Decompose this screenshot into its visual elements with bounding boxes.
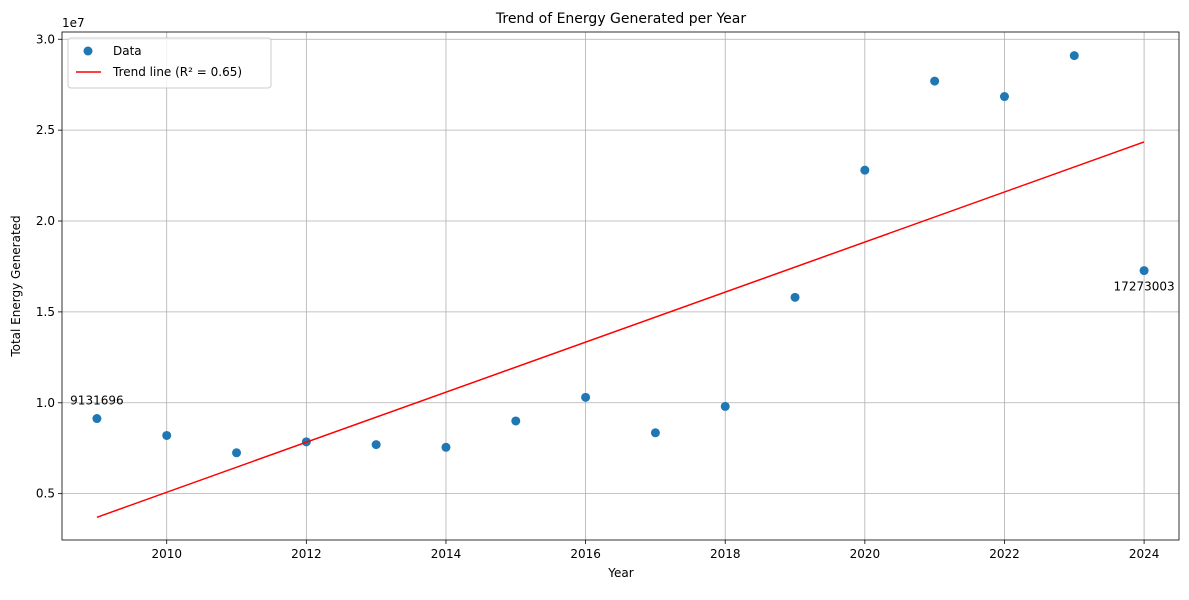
- x-tick-label: 2010: [151, 547, 182, 561]
- legend-data-swatch: [83, 46, 93, 56]
- data-point: [162, 430, 172, 440]
- x-axis-label: Year: [607, 566, 633, 580]
- y-offset-label: 1e7: [62, 16, 85, 30]
- data-point: [371, 440, 381, 450]
- data-point: [790, 292, 800, 302]
- legend-label: Trend line (R² = 0.65): [112, 65, 242, 79]
- y-tick-label: 0.5: [36, 487, 55, 501]
- y-axis-label: Total Energy Generated: [9, 215, 23, 357]
- data-point: [511, 416, 521, 426]
- x-tick-label: 2020: [850, 547, 881, 561]
- y-tick-label: 2.0: [36, 214, 55, 228]
- x-tick-label: 2022: [989, 547, 1020, 561]
- data-point: [232, 448, 242, 458]
- legend: Data Trend line (R² = 0.65): [67, 37, 272, 89]
- y-tick-label: 2.5: [36, 123, 55, 137]
- y-tick-label: 3.0: [36, 32, 55, 46]
- data-point: [720, 401, 730, 411]
- x-tick-label: 2014: [431, 547, 462, 561]
- x-tick-label: 2016: [570, 547, 601, 561]
- data-point: [860, 165, 870, 175]
- trend-line: [96, 141, 1145, 518]
- data-label: 9131696: [70, 394, 123, 408]
- x-tick-label: 2012: [291, 547, 322, 561]
- data-label: 17273003: [1114, 280, 1175, 294]
- data-point: [1069, 51, 1079, 61]
- x-tick-label: 2018: [710, 547, 741, 561]
- data-point: [92, 414, 102, 424]
- y-tick-label: 1.0: [36, 396, 55, 410]
- data-point: [650, 428, 660, 438]
- legend-box: [67, 37, 272, 89]
- y-tick-label: 1.5: [36, 305, 55, 319]
- chart-title: Trend of Energy Generated per Year: [495, 11, 746, 27]
- plot-frame: [61, 31, 1180, 541]
- data-point: [441, 442, 451, 452]
- data-point: [1139, 266, 1149, 276]
- data-point: [930, 76, 940, 86]
- data-point: [581, 392, 591, 402]
- plot-area: 9131696 17273003 2010 2012 2014 2016 2018 2020 2…: [36, 31, 1180, 561]
- legend-label: Data: [113, 44, 142, 58]
- data-point: [999, 92, 1009, 102]
- x-tick-label: 2024: [1129, 547, 1160, 561]
